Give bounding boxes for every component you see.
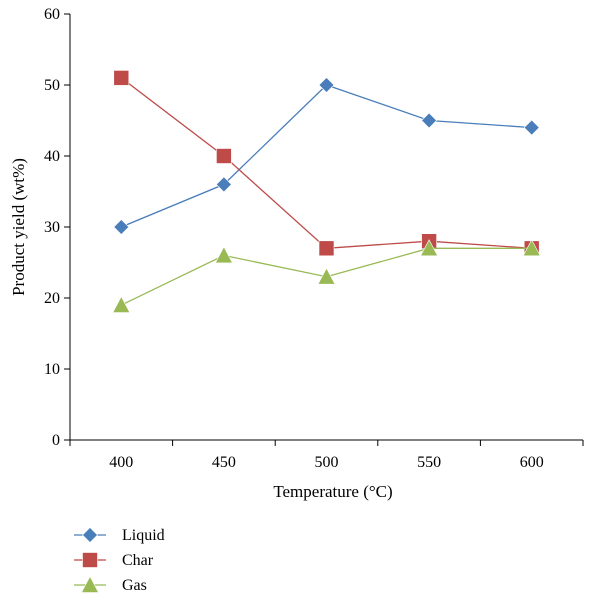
legend: Liquid Char Gas [74,527,165,594]
y-tick-label: 20 [44,290,60,307]
series-layer [112,70,541,313]
series-line-liquid [121,84,532,228]
x-tick-label: 400 [109,454,133,471]
y-tick-label: 0 [52,432,60,449]
data-point-liquid [523,119,540,136]
data-point-gas [214,246,233,264]
data-point-gas [317,267,336,285]
y-tick-label: 30 [44,219,60,236]
data-point-liquid [215,176,232,193]
y-ticks: 0 10 20 30 40 50 60 [44,6,70,449]
y-axis-title: Product yield (wt%) [9,158,28,296]
legend-item-liquid: Liquid [74,527,165,544]
legend-marker [81,575,99,593]
series-liquid [113,77,540,235]
y-tick-label: 50 [44,77,60,94]
data-point-gas [112,295,131,313]
legend-item-gas: Gas [74,575,147,594]
series-char [113,70,540,257]
series-line-char [120,77,532,249]
legend-item-char: Char [74,552,154,569]
legend-label: Liquid [122,527,165,544]
x-tick-label: 550 [417,454,441,471]
data-point-char [216,148,232,164]
x-tick-label: 500 [315,454,339,471]
legend-label: Gas [122,577,147,594]
data-point-gas [420,239,439,257]
legend-marker [82,552,98,568]
series-gas [112,239,541,313]
y-tick-label: 10 [44,361,60,378]
data-point-char [113,70,130,86]
x-ticks: 400 450 500 550 600 [69,440,584,471]
data-point-liquid [318,77,335,93]
legend-marker [82,527,98,543]
y-tick-label: 60 [44,6,60,23]
legend-label: Char [122,552,154,569]
y-tick-label: 40 [44,148,60,165]
data-point-char [318,240,335,257]
x-axis-title: Temperature (°C) [273,482,392,501]
data-point-liquid [113,219,130,235]
x-tick-label: 450 [212,454,236,471]
data-point-liquid [421,112,438,129]
x-tick-label: 600 [520,454,544,471]
data-point-gas [522,239,541,257]
